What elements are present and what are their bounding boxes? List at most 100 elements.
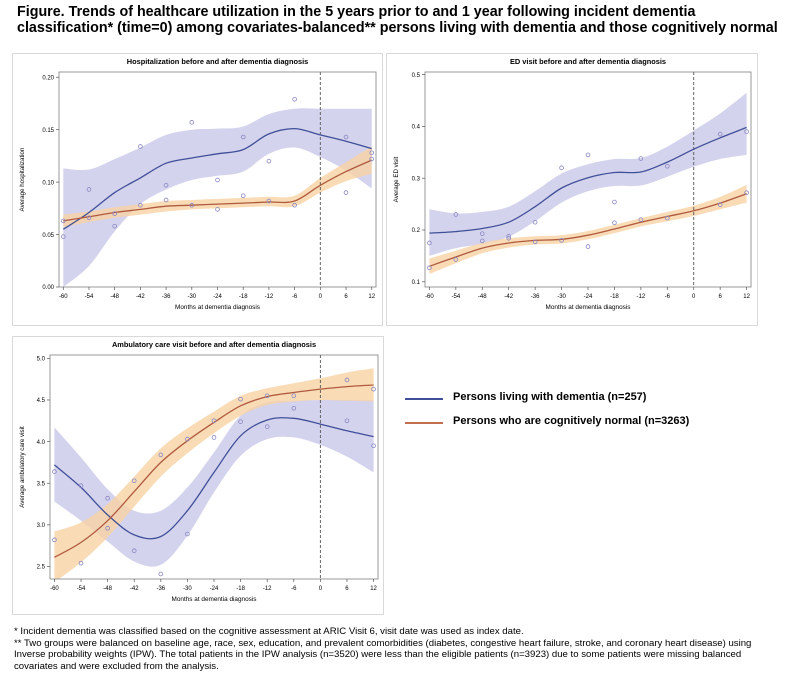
data-point-dementia: [559, 165, 564, 171]
data-point-normal: [717, 202, 723, 207]
data-point-dementia: [638, 156, 644, 161]
x-tick-label: -54: [85, 294, 94, 300]
x-tick-label: 6: [344, 294, 348, 300]
data-point-normal: [131, 478, 137, 484]
x-tick-label: 12: [743, 294, 750, 300]
data-point-normal: [292, 202, 297, 208]
y-tick-label: 0.3: [412, 176, 421, 182]
x-tick-label: -36: [162, 294, 171, 300]
ambulatory-panel: Ambulatory care visit before and after d…: [12, 336, 384, 615]
x-tick-label: -30: [187, 294, 196, 300]
y-tick-label: 3.0: [37, 523, 46, 529]
legend-swatch-dementia: [405, 398, 443, 400]
x-tick-label: 6: [718, 294, 722, 300]
x-tick-label: 0: [319, 294, 323, 300]
data-point-dementia: [479, 231, 485, 236]
data-point-normal: [266, 198, 272, 204]
x-tick-label: -24: [210, 586, 219, 592]
x-axis-label: Months at dementia diagnosis: [172, 596, 257, 603]
data-point-dementia: [506, 233, 512, 239]
y-tick-label: 0.5: [412, 73, 421, 79]
trend-line-dementia: [53, 417, 374, 540]
data-point-dementia: [264, 424, 270, 429]
confidence-band-dementia: [63, 108, 372, 287]
data-point-normal: [158, 452, 164, 458]
trend-line-normal: [429, 193, 747, 267]
x-tick-label: -30: [183, 586, 192, 592]
figure-title-line-1: Figure. Trends of healthcare utilization…: [17, 4, 696, 20]
data-point-normal: [163, 197, 169, 203]
confidence-band-dementia: [429, 92, 747, 256]
x-tick-label: 12: [368, 294, 375, 300]
data-point-dementia: [427, 240, 432, 246]
x-tick-label: -36: [531, 294, 540, 300]
x-tick-label: -6: [291, 586, 297, 592]
trend-line-dementia: [62, 127, 372, 230]
confidence-band-dementia: [54, 399, 374, 567]
data-point-dementia: [240, 134, 246, 140]
y-tick-label: 0.2: [412, 228, 421, 234]
x-tick-label: -30: [557, 294, 566, 300]
data-point-normal: [612, 220, 617, 226]
x-tick-label: -60: [425, 294, 434, 300]
x-axis-label: Months at dementia diagnosis: [175, 304, 260, 311]
plot-area: [427, 72, 749, 287]
figure-title-line-2: classification* (time=0) among covariate…: [17, 20, 778, 36]
x-tick-label: 6: [345, 586, 349, 592]
x-tick-label: 0: [692, 294, 696, 300]
data-point-normal: [60, 218, 66, 224]
y-tick-label: 0.10: [42, 180, 54, 186]
data-point-normal: [532, 239, 538, 245]
data-point-dementia: [105, 495, 110, 501]
data-point-normal: [238, 396, 243, 402]
y-tick-label: 0.20: [42, 75, 54, 81]
data-point-normal: [138, 202, 143, 208]
data-point-normal: [744, 190, 749, 196]
data-point-dementia: [292, 96, 297, 102]
y-axis-label: Average ED visit: [393, 156, 400, 202]
data-point-dementia: [238, 419, 243, 424]
figure-title: Figure. Trends of healthcare utilization…: [17, 4, 787, 36]
x-tick-label: -12: [263, 586, 272, 592]
data-point-dementia: [266, 158, 272, 164]
data-point-normal: [215, 207, 220, 212]
chart-title: Hospitalization before and after dementi…: [127, 57, 309, 66]
hospitalization-panel: Hospitalization before and after dementi…: [12, 53, 383, 326]
legend-item-normal: Persons who are cognitively normal (n=32…: [405, 415, 745, 439]
y-tick-label: 0.1: [412, 280, 421, 286]
data-point-normal: [344, 377, 350, 383]
data-point-normal: [264, 393, 270, 399]
trend-line-dementia: [429, 126, 747, 234]
y-tick-label: 2.5: [37, 565, 46, 571]
legend-label-normal: Persons who are cognitively normal (n=32…: [453, 415, 690, 427]
data-point-normal: [427, 265, 432, 271]
x-tick-label: -12: [265, 294, 274, 300]
data-point-dementia: [744, 129, 749, 134]
data-point-normal: [371, 386, 376, 392]
x-tick-label: -48: [110, 294, 119, 300]
data-point-normal: [638, 217, 644, 222]
x-tick-label: 12: [370, 586, 377, 592]
data-point-normal: [86, 215, 92, 221]
y-tick-label: 4.0: [37, 440, 46, 446]
y-tick-label: 0.15: [42, 128, 54, 134]
data-point-dementia: [86, 187, 92, 192]
data-point-normal: [211, 418, 217, 424]
x-tick-label: -18: [236, 586, 245, 592]
ambulatory-chart: Ambulatory care visit before and after d…: [19, 340, 379, 603]
x-tick-label: -24: [213, 294, 222, 300]
chart-title: ED visit before and after dementia diagn…: [510, 57, 666, 66]
hospitalization-chart: Hospitalization before and after dementi…: [19, 57, 377, 311]
data-point-dementia: [453, 212, 459, 217]
data-point-dementia: [344, 418, 350, 424]
x-tick-label: -42: [504, 294, 513, 300]
legend-label-dementia: Persons living with dementia (n=257): [453, 391, 647, 403]
x-tick-label: -18: [239, 294, 248, 300]
chart-title: Ambulatory care visit before and after d…: [112, 340, 316, 349]
data-point-dementia: [717, 131, 723, 137]
plot-area: [60, 72, 375, 287]
x-tick-label: -12: [637, 294, 646, 300]
data-point-dementia: [612, 199, 617, 205]
x-tick-label: -42: [136, 294, 145, 300]
data-point-dementia: [585, 152, 591, 158]
